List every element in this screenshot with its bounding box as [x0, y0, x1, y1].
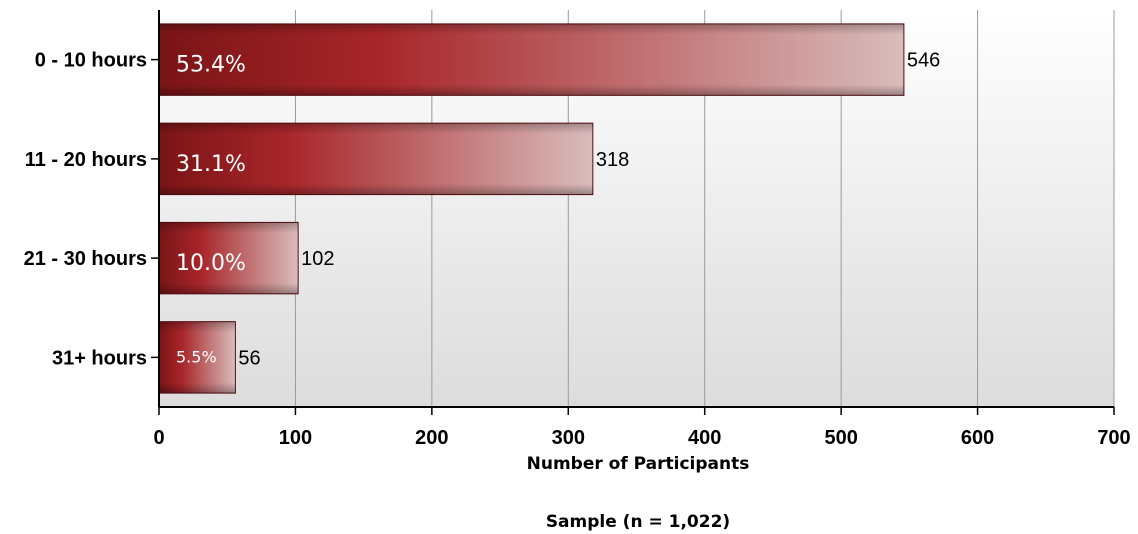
percent-label: 53.4% — [176, 53, 246, 78]
x-tick-label: 100 — [279, 427, 312, 449]
percent-label: 10.0% — [176, 251, 246, 276]
value-label: 56 — [238, 347, 260, 369]
bar-shading — [159, 222, 299, 294]
bars: 546 53.4% 318 31.1% 102 10.0% 56 5.5% — [158, 23, 940, 394]
bar-shading — [159, 23, 904, 96]
value-label: 546 — [907, 50, 940, 72]
x-tick-label: 400 — [688, 427, 721, 449]
x-tick-label: 300 — [552, 427, 585, 449]
sample-note: Sample (n = 1,022) — [546, 512, 730, 532]
x-tick-label: 500 — [824, 427, 857, 449]
x-tick-label: 700 — [1097, 427, 1130, 449]
percent-label: 5.5% — [176, 347, 217, 366]
bar-shading — [159, 123, 593, 195]
percent-label: 31.1% — [176, 152, 246, 177]
axes: 0 100 200 300 400 500 600 700 0 - 10 hours 11 - 2… — [24, 10, 1131, 449]
x-axis-title: Number of Participants — [527, 454, 750, 474]
value-label: 102 — [301, 248, 334, 270]
category-label: 11 - 20 hours — [25, 149, 147, 171]
bar-shading — [159, 321, 236, 394]
category-label: 31+ hours — [52, 347, 147, 369]
category-label: 21 - 30 hours — [24, 248, 147, 270]
value-label: 318 — [596, 149, 629, 171]
x-tick-label: 0 — [153, 427, 164, 449]
category-label: 0 - 10 hours — [35, 50, 147, 72]
x-tick-label: 200 — [415, 427, 448, 449]
x-tick-label: 600 — [961, 427, 994, 449]
